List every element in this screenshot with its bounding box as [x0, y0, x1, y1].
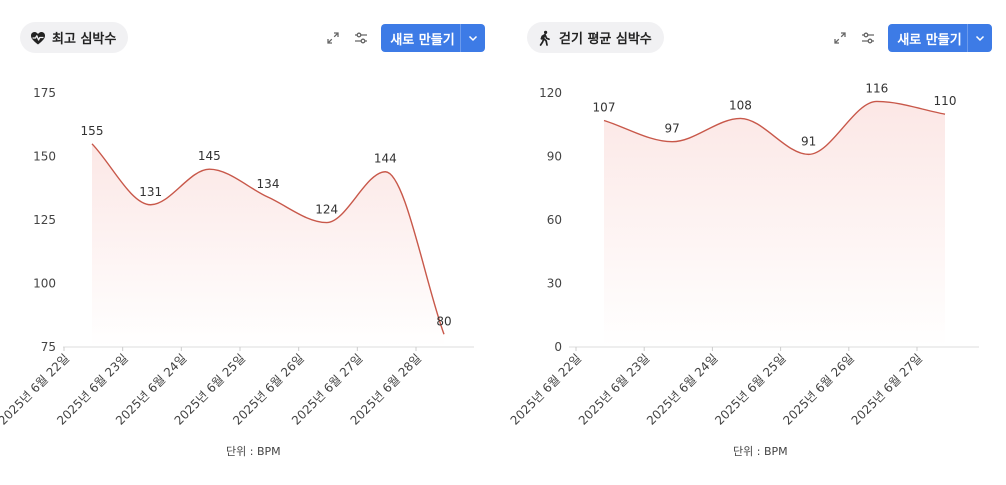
y-tick-label: 125 — [33, 213, 56, 227]
chart-title-chip: 걷기 평균 심박수 — [527, 22, 664, 53]
data-label: 91 — [801, 134, 816, 148]
y-tick-label: 75 — [41, 340, 56, 354]
chevron-down-icon[interactable] — [461, 24, 485, 52]
series-line — [91, 143, 445, 335]
expand-icon[interactable] — [832, 30, 848, 46]
data-label: 144 — [374, 152, 397, 166]
walking-person-icon — [537, 30, 553, 46]
unit-label: 단위 : BPM — [226, 445, 281, 458]
chevron-down-icon[interactable] — [968, 24, 992, 52]
expand-icon[interactable] — [325, 30, 341, 46]
data-label: 124 — [315, 203, 338, 217]
new-chart-button-label[interactable]: 새로 만들기 — [390, 32, 455, 48]
x-tick-label: 2025년 6월 22일 — [508, 351, 585, 428]
data-label: 80 — [436, 314, 451, 328]
y-tick-label: 120 — [539, 86, 562, 100]
data-label: 116 — [865, 81, 888, 95]
new-chart-button[interactable]: 새로 만들기 — [381, 24, 485, 52]
unit-label: 단위 : BPM — [733, 445, 788, 458]
y-tick-label: 0 — [554, 340, 562, 354]
chart-title: 걷기 평균 심박수 — [559, 32, 652, 47]
data-label: 108 — [729, 98, 752, 112]
y-tick-label: 150 — [33, 150, 56, 164]
data-label: 155 — [81, 124, 104, 138]
new-chart-button[interactable]: 새로 만들기 — [888, 24, 992, 52]
y-tick-label: 90 — [547, 150, 562, 164]
sliders-icon[interactable] — [353, 30, 369, 46]
chart-title-chip: 최고 심박수 — [20, 22, 129, 53]
y-tick-label: 100 — [33, 277, 56, 291]
x-tick-label: 2025년 6월 27일 — [849, 351, 926, 428]
x-tick-label: 2025년 6월 23일 — [576, 351, 653, 428]
x-tick-label: 2025년 6월 25일 — [712, 351, 789, 428]
chart-title: 최고 심박수 — [52, 32, 117, 47]
new-chart-button-label[interactable]: 새로 만들기 — [897, 32, 962, 48]
y-tick-label: 175 — [33, 86, 56, 100]
data-label: 107 — [593, 101, 616, 115]
data-label: 134 — [257, 177, 280, 191]
sliders-icon[interactable] — [860, 30, 876, 46]
data-label: 110 — [934, 94, 957, 108]
chart-panel-max-heart-rate: 최고 심박수 새로 만들기 75 100 125 150 175 2025년 6월 22일… — [0, 0, 500, 485]
y-tick-label: 30 — [547, 277, 562, 291]
x-tick-label: 2025년 6월 24일 — [644, 351, 721, 428]
series-area — [604, 101, 945, 347]
data-label: 145 — [198, 149, 221, 163]
x-tick-label: 2025년 6월 26일 — [780, 351, 857, 428]
chart-panel-walking-heart-rate: 걷기 평균 심박수 새로 만들기 0 30 60 90 120 2025년 6월 22일 2… — [507, 0, 1006, 485]
data-label: 131 — [139, 185, 162, 199]
y-tick-label: 60 — [547, 213, 562, 227]
heart-pulse-icon — [30, 30, 46, 46]
series-line — [603, 100, 946, 156]
series-area — [92, 143, 444, 347]
data-label: 97 — [665, 122, 680, 136]
